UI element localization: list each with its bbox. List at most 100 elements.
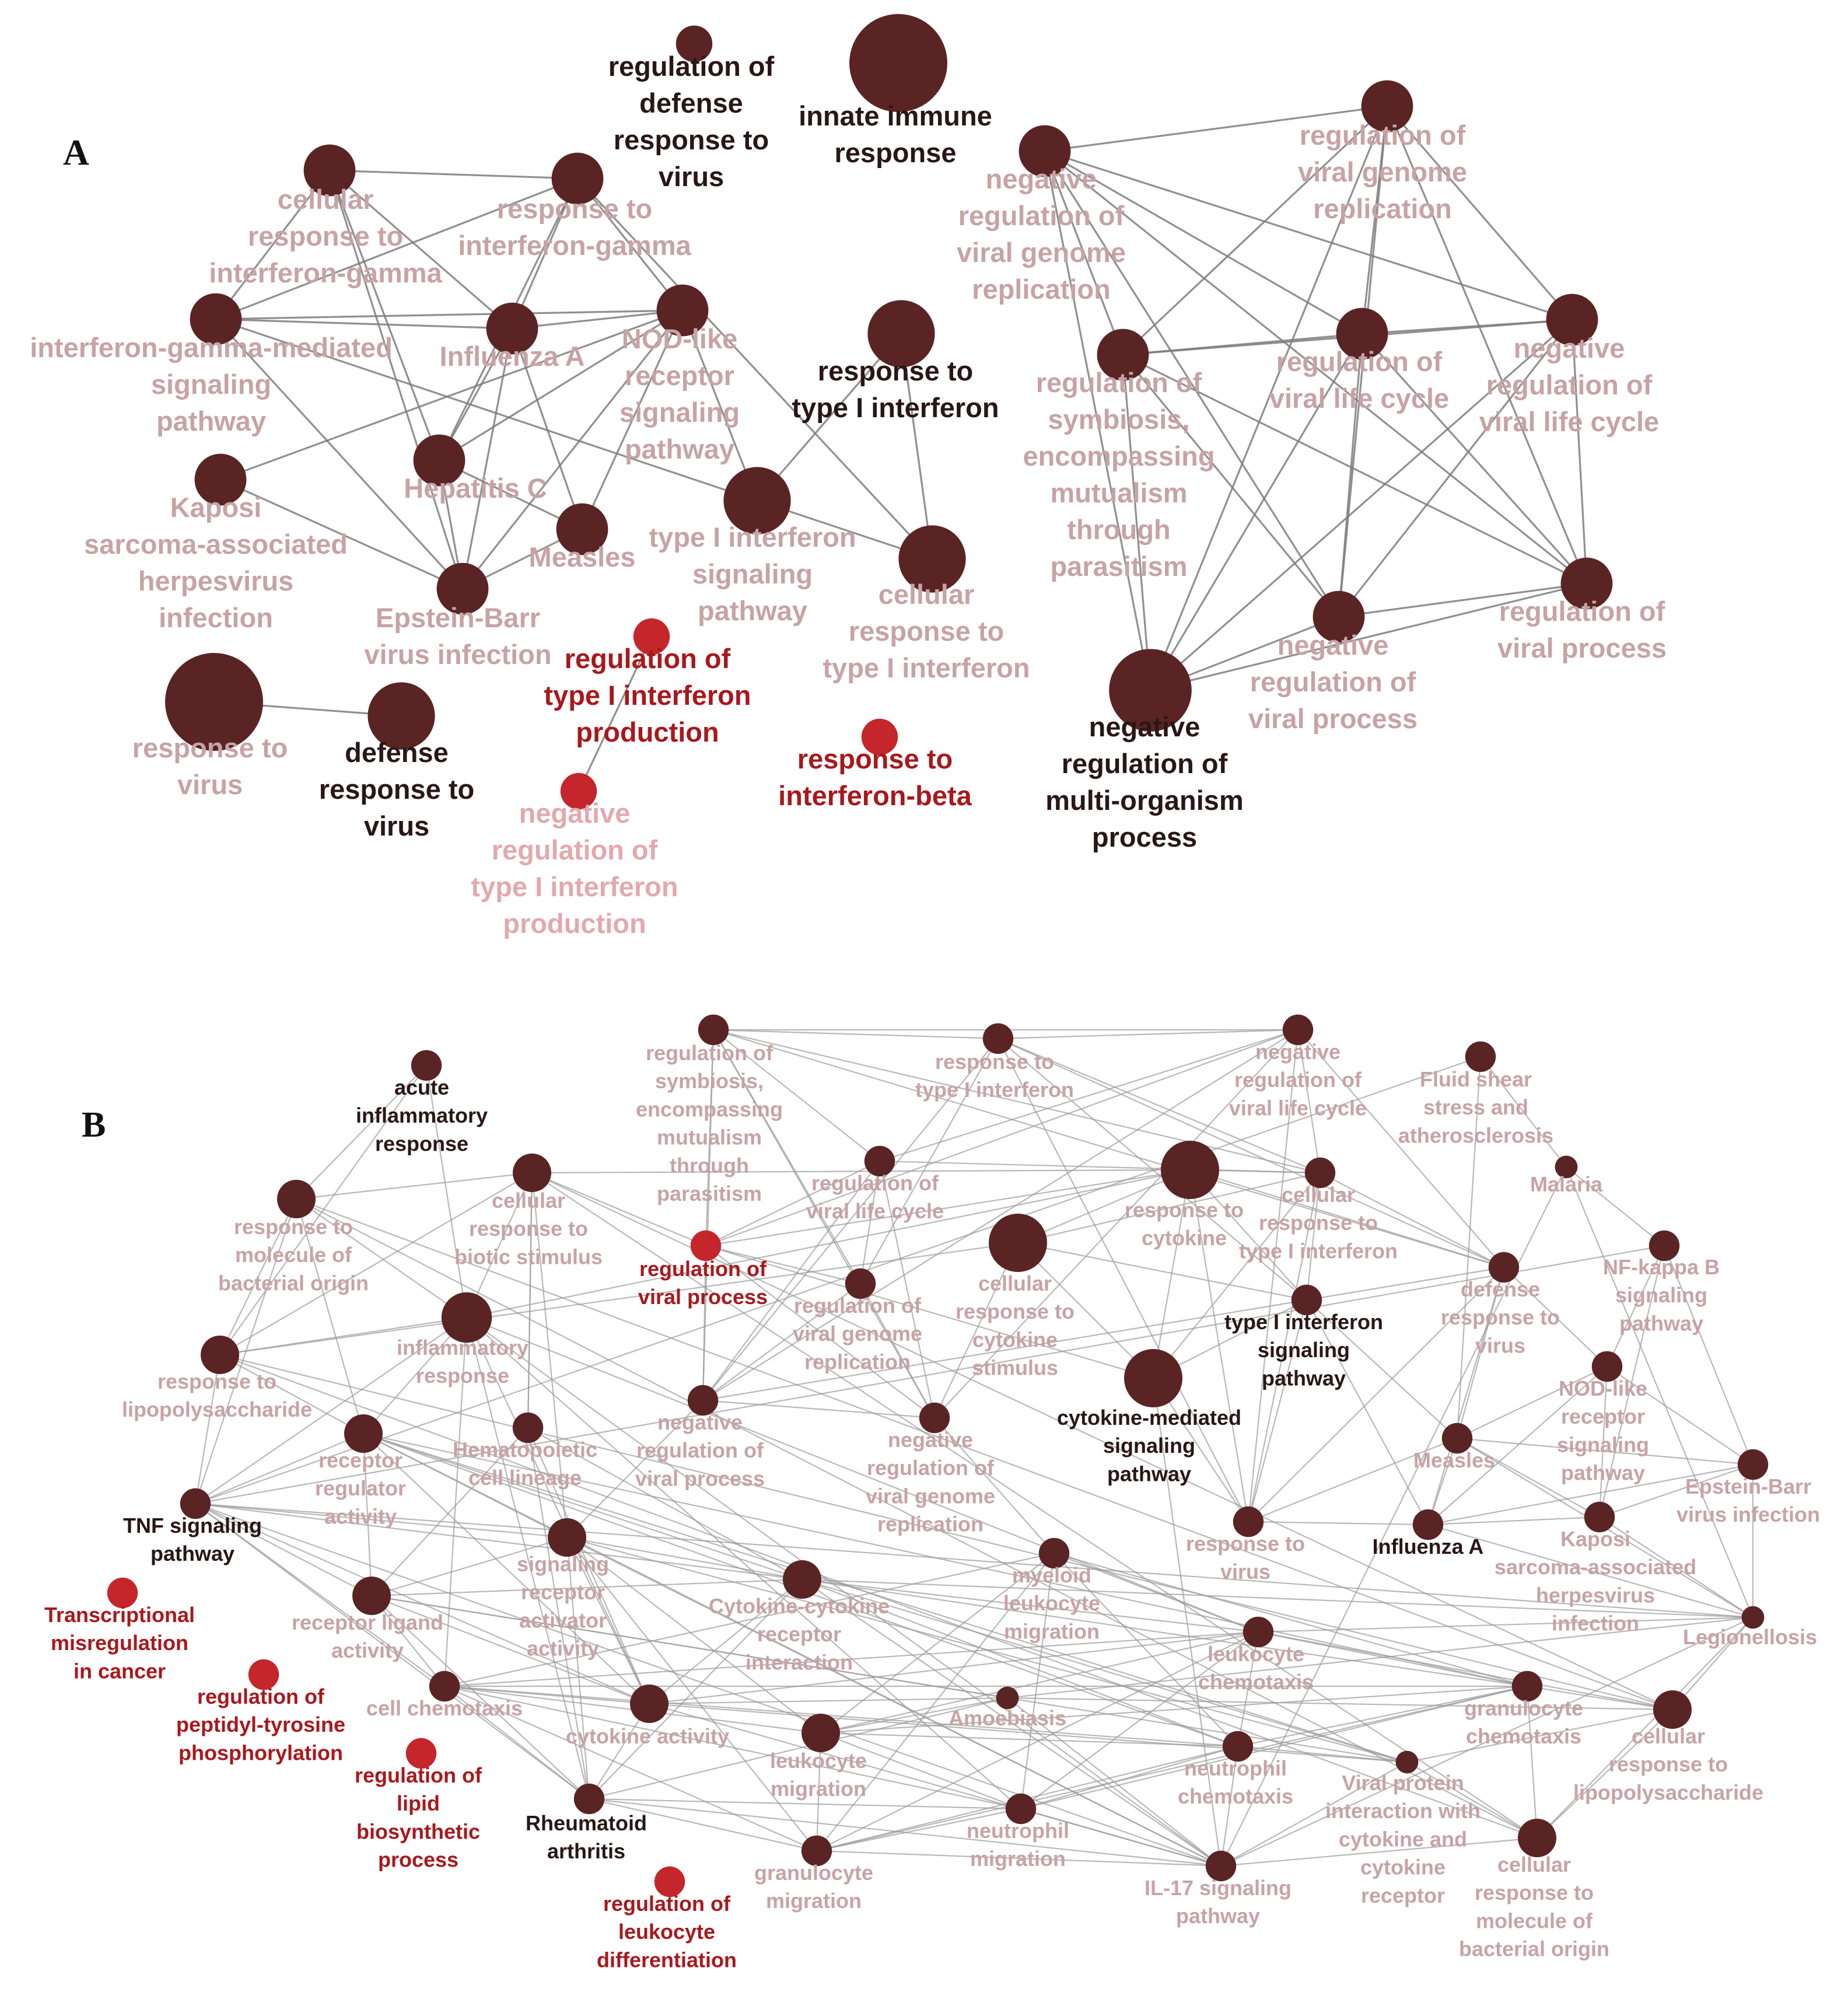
- node-label-line: sarcoma-associated: [1494, 1555, 1696, 1579]
- network-edge: [1480, 1056, 1567, 1168]
- network-edge: [296, 1172, 533, 1200]
- network-edge: [859, 1161, 881, 1284]
- node-label-line: pathway: [1262, 1366, 1346, 1390]
- node-label-line: receptor: [757, 1622, 841, 1646]
- node-label: cellular response to molecule of bacterial …: [1459, 1853, 1609, 1961]
- node-circle: [1488, 1252, 1520, 1283]
- network-edge: [531, 1172, 1673, 1710]
- node-label-line: pathway: [1619, 1311, 1703, 1335]
- node-label: negative regulation of viral life cycle: [1479, 333, 1659, 437]
- network-edge: [1427, 1523, 1754, 1619]
- node-label: regulation of viral process: [638, 1257, 768, 1309]
- node-label: regulation of lipid biosynthetic process: [355, 1763, 482, 1872]
- network-edge: [1020, 1685, 1528, 1810]
- network-edge: [1149, 319, 1573, 691]
- node-circle: [982, 1023, 1014, 1054]
- node-label-line: response: [835, 137, 957, 168]
- node-label-line: lipopolysaccharide: [122, 1397, 312, 1421]
- node-label-line: Malaria: [1530, 1172, 1603, 1196]
- network-edge: [1306, 1299, 1458, 1439]
- network-edge: [444, 1686, 590, 1799]
- network-edge: [511, 328, 583, 530]
- node-label-line: molecule of: [235, 1243, 352, 1267]
- node-label-line: production: [576, 717, 719, 747]
- network-node: regulation of peptidyl-tyrosine phosphoryl…: [176, 1659, 345, 1764]
- node-circle: [107, 1577, 138, 1609]
- node-label-line: cytokine and: [1339, 1827, 1467, 1851]
- node-label-line: interferon-gamma: [209, 257, 442, 288]
- network-node: Cytokine-cytokine receptor interaction: [709, 1560, 890, 1674]
- node-label-line: regulation of: [565, 643, 731, 674]
- node-label-line: atherosclerosis: [1398, 1123, 1553, 1147]
- node-label-line: regulation of: [197, 1685, 325, 1708]
- node-label: cellular response to interferon-gamma: [209, 184, 442, 288]
- network-edge: [1672, 1617, 1754, 1710]
- node-label-line: herpesvirus: [138, 565, 293, 596]
- network-edge: [705, 1169, 1191, 1247]
- network-edge: [713, 1029, 935, 1418]
- network-edge: [1427, 1516, 1600, 1526]
- node-circle: [898, 525, 966, 593]
- node-label: response to cytokine: [1125, 1198, 1244, 1250]
- network-edge: [802, 1578, 1754, 1619]
- node-label-line: signaling: [517, 1552, 609, 1576]
- network-edge: [1566, 1166, 1665, 1246]
- node-label-line: cytokine-mediated: [1057, 1406, 1241, 1430]
- node-label-line: response to: [497, 193, 652, 224]
- network-edge: [1247, 1299, 1308, 1522]
- node-label-line: Hematopoietic: [453, 1438, 597, 1462]
- node-label-line: signaling: [1615, 1283, 1707, 1307]
- node-label-line: receptor: [318, 1448, 402, 1472]
- network-edge: [531, 1169, 1191, 1174]
- network-node: type I interferon signaling pathway: [649, 467, 856, 626]
- node-label-line: regulation of: [811, 1171, 939, 1195]
- node-label-line: activator: [519, 1608, 607, 1632]
- node-label-line: regulation of: [603, 1892, 731, 1916]
- node-label-line: migration: [771, 1777, 866, 1801]
- node-label: granulocyte chemotaxis: [1464, 1696, 1583, 1748]
- node-label: inflammatory response: [397, 1336, 528, 1388]
- node-label-line: cellular: [492, 1189, 565, 1212]
- node-label-line: signaling: [1258, 1338, 1350, 1362]
- node-label-line: interferon-gamma-mediated: [30, 332, 393, 363]
- node-label-line: regulation of: [1036, 367, 1202, 398]
- network-node: Viral protein interaction with cytokine an…: [1325, 1750, 1480, 1907]
- node-circle: [1511, 1671, 1543, 1702]
- panel-b-letter: B: [82, 1105, 106, 1145]
- panel-b-edges: [194, 1029, 1754, 1867]
- node-label-line: response to: [614, 124, 769, 155]
- network-edge: [1338, 582, 1587, 618]
- network-edge: [443, 1317, 468, 1687]
- node-circle: [1518, 1819, 1556, 1857]
- node-label-line: cytokine: [1360, 1855, 1446, 1879]
- node-label-line: regulation of: [867, 1456, 995, 1480]
- network-edge: [649, 1703, 1222, 1867]
- node-label-line: response to: [1609, 1752, 1728, 1776]
- node-label-line: neutrophil: [1184, 1756, 1287, 1780]
- node-label-line: regulation of: [1234, 1068, 1362, 1092]
- node-label-line: response to: [818, 355, 973, 386]
- node-label: Malaria: [1530, 1172, 1603, 1196]
- network-node: cellular response to lipopolysaccharide: [1573, 1690, 1763, 1804]
- node-label-line: regulation of: [639, 1257, 767, 1281]
- network-edge: [219, 1354, 364, 1434]
- node-circle: [633, 618, 670, 655]
- node-circle: [352, 1577, 391, 1615]
- network-edge: [215, 318, 513, 330]
- node-circle: [1546, 293, 1598, 346]
- network-edge: [1457, 1366, 1608, 1439]
- network-node: Amoebiasis: [949, 1686, 1066, 1730]
- network-edge: [1406, 1762, 1538, 1839]
- network-edge: [1663, 1245, 1754, 1465]
- node-label-line: mutualism: [657, 1126, 762, 1149]
- network-edge: [439, 309, 683, 462]
- network-edge: [1044, 150, 1363, 335]
- node-label: Influenza A: [1373, 1535, 1484, 1558]
- network-edge: [589, 1798, 817, 1852]
- network-edge: [1598, 1366, 1608, 1518]
- network-node: Influenza A: [1373, 1509, 1484, 1558]
- network-node: Epstein-Barr virus infection: [1676, 1449, 1820, 1526]
- node-label-line: interaction with: [1325, 1799, 1480, 1823]
- network-node: neutrophil chemotaxis: [1178, 1731, 1293, 1808]
